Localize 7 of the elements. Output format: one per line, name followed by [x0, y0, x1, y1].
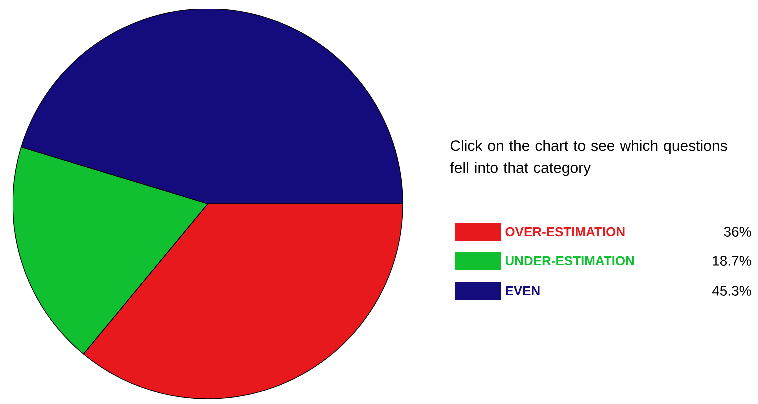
data-label: 36%: [724, 227, 752, 237]
data-label: 45.3%: [712, 286, 752, 296]
data-label: 18.7%: [713, 256, 752, 266]
legend-label: OVER-ESTIMATION: [506, 227, 625, 237]
legend-label: EVEN: [506, 286, 540, 296]
text: Click on the chart to see which questions fell into that category: [450, 140, 728, 176]
legend-label: UNDER-ESTIMATION: [506, 256, 634, 266]
